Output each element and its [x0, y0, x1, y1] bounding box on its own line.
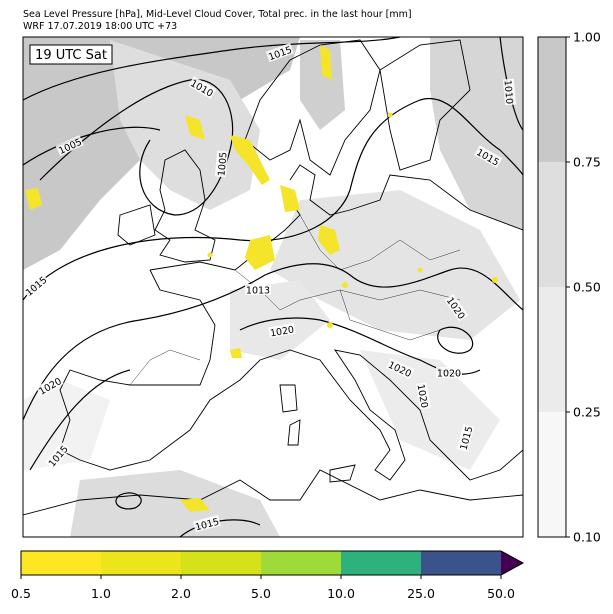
contour-label: 1020 — [437, 369, 461, 380]
contour-label-bg — [268, 322, 296, 339]
precip-tick-label: 0.5 — [11, 586, 31, 601]
precipitation — [25, 45, 498, 512]
precip-tick-label: 5.0 — [251, 586, 271, 601]
contour-label-bg — [386, 358, 415, 380]
map-frame — [22, 36, 524, 538]
precip-tick-label: 2.0 — [171, 586, 191, 601]
precip-tick-label: 25.0 — [407, 586, 435, 601]
contour-label-bg — [188, 76, 217, 99]
contour-label: 1020 — [269, 324, 295, 339]
contour-label-bg — [456, 423, 475, 452]
contour-label-bg — [23, 273, 50, 299]
contour-label-bg — [502, 78, 517, 106]
time-label: 19 UTC Sat — [35, 48, 107, 63]
contour-label: 1005 — [216, 152, 229, 177]
title: Sea Level Pressure [hPa], Mid-Level Clou… — [23, 9, 412, 20]
contour-label-bg — [55, 135, 84, 157]
subtitle: WRF 17.07.2019 18:00 UTC +73 — [23, 21, 177, 32]
contour-label-bg — [444, 293, 469, 322]
cloud-colorbar — [537, 36, 567, 538]
contour-label: 1020 — [414, 383, 429, 409]
borders — [129, 214, 461, 386]
contour-label-bg — [245, 284, 271, 295]
cloud-tick-label: 1.00 — [573, 30, 601, 45]
precip-tick-label: 50.0 — [487, 586, 515, 601]
precip-tick-label: 10.0 — [327, 586, 355, 601]
time-box — [29, 44, 113, 65]
contour-label-bg — [415, 382, 432, 410]
contour-label: 1010 — [501, 80, 514, 105]
cloud-tick-label: 0.10 — [573, 530, 601, 545]
contour-label-bg — [35, 374, 64, 397]
contour-label-bg — [265, 42, 294, 63]
contour-label: 1013 — [246, 286, 270, 297]
cloud-tick-label: 0.50 — [573, 280, 601, 295]
cloud-tick-label: 0.25 — [573, 405, 601, 420]
contour-label-bg — [214, 150, 229, 178]
contour-label-bg — [45, 442, 71, 470]
precip-tick-label: 1.0 — [91, 586, 111, 601]
precip-colorbar — [20, 550, 525, 576]
contour-label-bg — [474, 145, 503, 168]
cloud-tick-label: 0.75 — [573, 155, 601, 170]
contour-label-bg — [192, 514, 221, 533]
contour-label-bg — [436, 367, 462, 378]
